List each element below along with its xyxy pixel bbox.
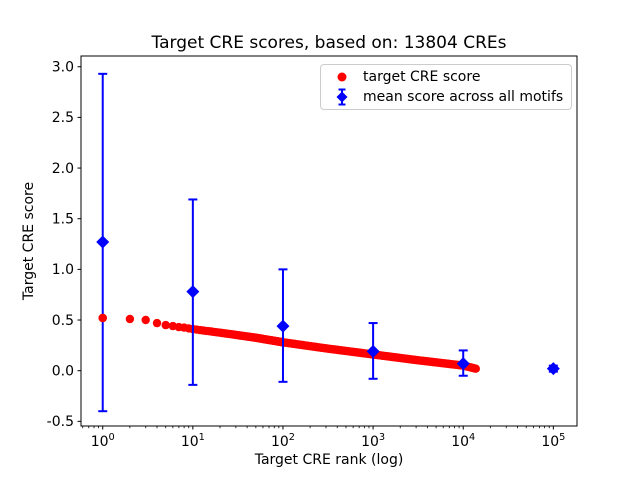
x-tick-label: 105 xyxy=(541,432,565,450)
mean-diamond xyxy=(456,357,470,371)
x-axis-label: Target CRE rank (log) xyxy=(254,452,404,468)
plot-spines xyxy=(80,55,578,427)
legend-label-target-score: target CRE score xyxy=(363,68,481,85)
mean-diamond xyxy=(96,235,110,249)
plot-frame xyxy=(80,55,578,427)
mean-diamond xyxy=(276,319,290,333)
series-target-top-point xyxy=(98,313,107,323)
x-tick-label: 100 xyxy=(91,432,115,450)
series-mean-score xyxy=(96,72,560,413)
red-dot xyxy=(471,364,480,373)
y-tick-label: 0.0 xyxy=(52,363,74,379)
red-dot xyxy=(152,318,162,328)
mean-diamond xyxy=(366,344,380,358)
mean-diamond xyxy=(546,362,560,376)
y-axis-label: Target CRE score xyxy=(21,181,37,301)
red-dot-rank1 xyxy=(98,313,107,323)
series-target-cre-score xyxy=(98,313,480,373)
y-tick-label: 0.5 xyxy=(52,313,74,329)
red-dot xyxy=(161,320,170,330)
y-tick-label: -0.5 xyxy=(47,414,74,430)
x-tick-label: 103 xyxy=(361,432,385,450)
x-tick-label: 104 xyxy=(451,432,475,450)
legend-row-mean-score: mean score across all motifs xyxy=(321,87,571,107)
red-dot xyxy=(141,315,150,325)
legend-row-target-score: target CRE score xyxy=(321,67,571,87)
y-tick-label: 1.5 xyxy=(52,212,74,228)
mean-diamond xyxy=(186,285,200,299)
legend: target CRE score mean score across all m… xyxy=(320,64,572,110)
y-tick-label: 2.5 xyxy=(52,110,74,126)
blue-diamond-errorbar-marker-icon xyxy=(321,88,363,106)
x-tick-label: 101 xyxy=(181,432,205,450)
y-tick-label: 1.0 xyxy=(52,262,74,278)
red-circle-marker-icon xyxy=(321,68,363,86)
x-tick-label: 102 xyxy=(271,432,295,450)
legend-label-mean-score: mean score across all motifs xyxy=(363,89,564,106)
chart-title: Target CRE scores, based on: 13804 CREs xyxy=(151,33,507,53)
y-tick-label: 3.0 xyxy=(52,60,74,76)
red-dot xyxy=(125,314,135,324)
axis-ticks: -0.5 0.0 0.5 1.0 1.5 2.0 2.5 3.0 100 101 102 103 104… xyxy=(47,60,566,450)
y-tick-label: 2.0 xyxy=(52,161,74,177)
